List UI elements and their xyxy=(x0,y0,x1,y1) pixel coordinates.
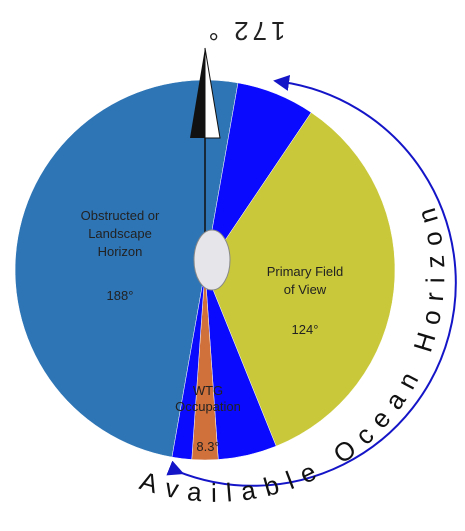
sector-label: Occupation xyxy=(175,399,241,414)
sector-label: 188° xyxy=(107,288,134,303)
bearing: 172 ° xyxy=(204,16,285,46)
north-arrow-light xyxy=(204,47,221,139)
sector-label: Obstructed or xyxy=(81,208,160,223)
sector-label: Horizon xyxy=(98,244,143,259)
sector-label: 8.3° xyxy=(196,439,219,454)
sector-label: of View xyxy=(284,282,327,297)
observer-head xyxy=(193,229,231,291)
sector-label: 124° xyxy=(292,322,319,337)
sector-label: WTG xyxy=(193,383,223,398)
sector-label: Primary Field xyxy=(267,264,344,279)
horizon-arc xyxy=(166,74,457,487)
sector-label: Landscape xyxy=(88,226,152,241)
north-arrow-dark xyxy=(190,48,205,138)
